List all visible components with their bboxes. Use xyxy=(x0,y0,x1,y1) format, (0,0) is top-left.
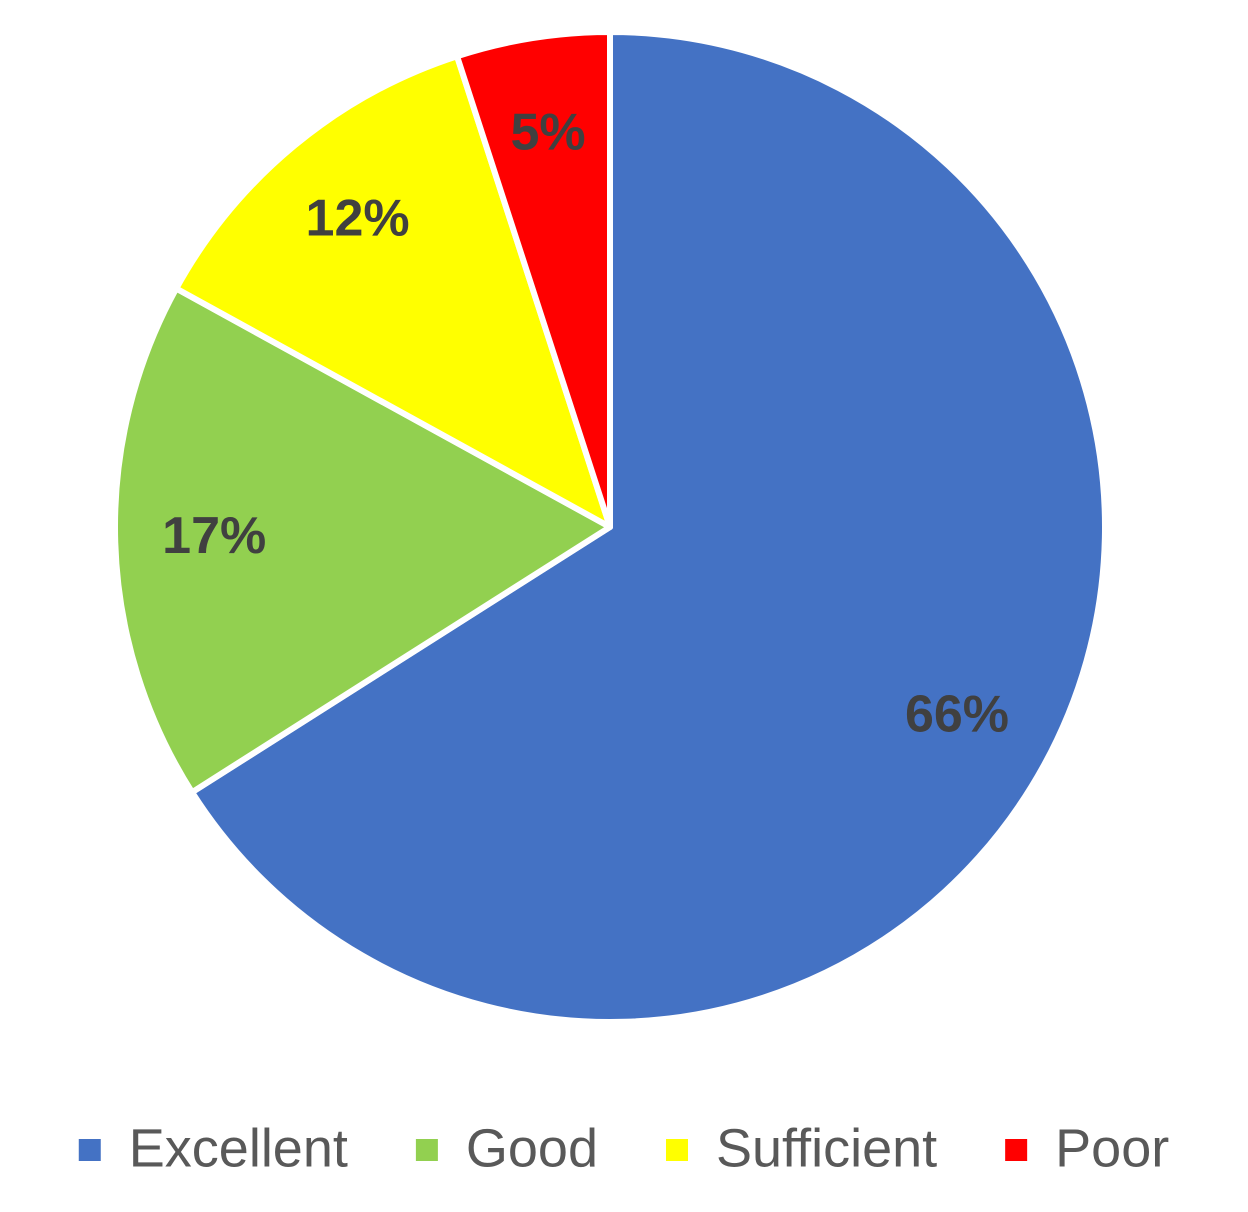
legend-label: Sufficient xyxy=(716,1118,937,1178)
legend-swatch xyxy=(78,1139,101,1161)
value-label: 66% xyxy=(905,686,1009,744)
pie-slice xyxy=(454,29,613,530)
legend-label: Good xyxy=(466,1118,598,1178)
pie-slice xyxy=(189,29,1108,1025)
legend: Excellent Good Sufficient Poor xyxy=(78,1118,1169,1178)
pie-slice xyxy=(173,53,613,530)
value-label: 12% xyxy=(306,190,410,248)
value-label: 5% xyxy=(510,104,585,162)
value-label: 17% xyxy=(162,507,266,565)
legend-label: Excellent xyxy=(129,1118,348,1178)
legend-swatch xyxy=(415,1139,438,1161)
pie-slice xyxy=(112,285,613,796)
legend-swatch xyxy=(666,1139,688,1161)
legend-label: Poor xyxy=(1055,1118,1169,1178)
legend-swatch xyxy=(1005,1139,1028,1161)
